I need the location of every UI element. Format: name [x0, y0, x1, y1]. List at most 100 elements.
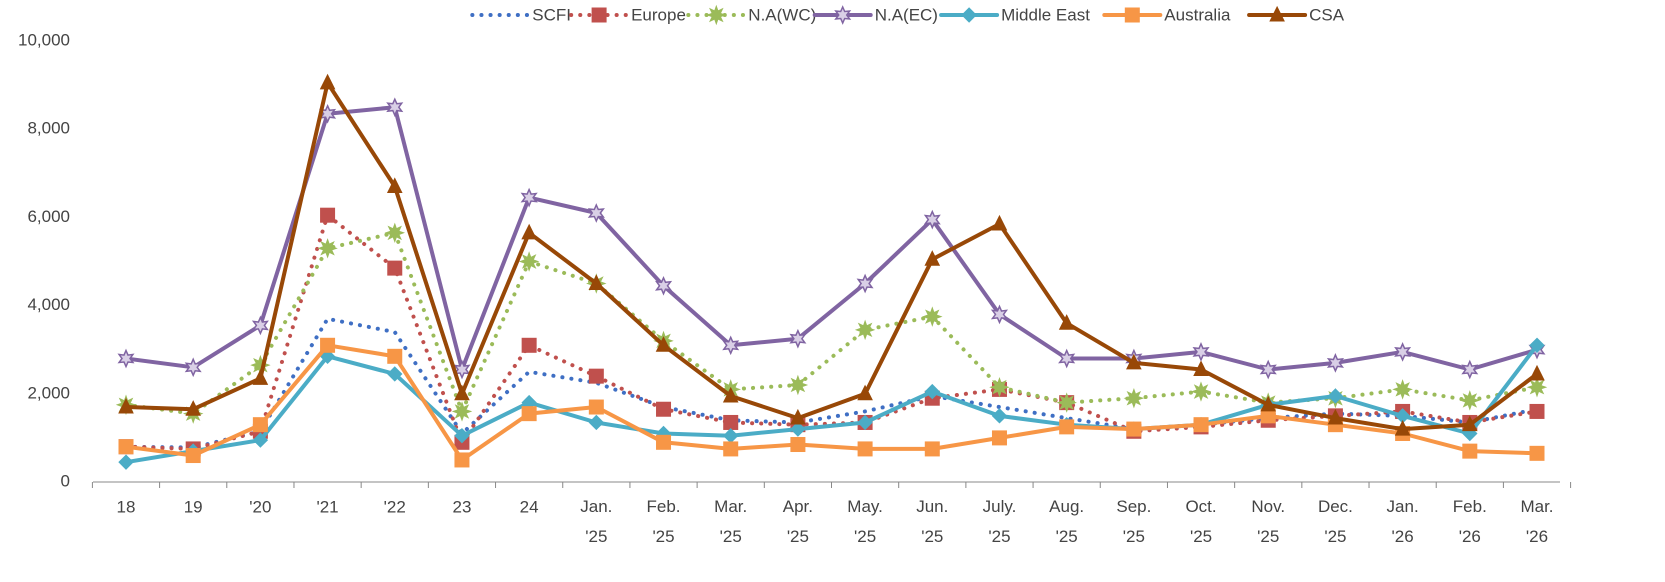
marker	[1462, 443, 1478, 459]
marker	[185, 448, 201, 464]
marker	[1529, 337, 1545, 353]
x-tick-label: Mar. '26	[1520, 497, 1553, 546]
marker	[1124, 7, 1140, 23]
marker	[454, 427, 470, 444]
marker	[655, 336, 672, 352]
marker	[118, 454, 134, 470]
x-tick-label: '21	[316, 497, 338, 516]
marker	[924, 250, 941, 266]
marker	[989, 376, 1010, 398]
x-tick-label: '22	[384, 497, 406, 516]
marker	[1327, 388, 1344, 404]
marker	[317, 238, 338, 259]
marker	[1193, 417, 1209, 433]
marker	[588, 399, 604, 415]
marker	[1459, 390, 1481, 411]
marker	[1529, 403, 1545, 419]
marker	[723, 414, 739, 430]
legend-label: CSA	[1309, 5, 1345, 24]
marker	[1529, 445, 1545, 461]
marker	[790, 437, 806, 453]
y-tick-label: 2,000	[27, 383, 70, 402]
marker	[790, 408, 806, 425]
marker	[1123, 387, 1145, 409]
legend-label: SCFI	[532, 5, 571, 24]
marker	[1461, 359, 1479, 380]
marker	[1260, 395, 1277, 412]
marker	[924, 383, 940, 400]
marker	[386, 177, 403, 194]
marker	[991, 408, 1008, 424]
x-tick-label: Apr. '25	[783, 497, 813, 546]
marker	[857, 414, 873, 431]
marker	[118, 397, 134, 414]
marker	[790, 421, 806, 437]
x-tick-label: Feb. '26	[1453, 497, 1487, 546]
series-line	[124, 343, 1539, 462]
marker	[722, 386, 739, 403]
marker	[1529, 364, 1545, 381]
marker	[319, 73, 336, 90]
x-tick-label: '20	[249, 497, 271, 516]
marker	[706, 4, 727, 26]
marker	[387, 366, 403, 382]
marker	[588, 368, 604, 384]
y-tick-label: 6,000	[27, 207, 70, 226]
x-tick-label: Oct. '25	[1185, 497, 1216, 546]
marker	[1056, 392, 1077, 413]
marker	[118, 439, 134, 455]
legend-label: N.A(WC)	[748, 5, 816, 24]
marker	[587, 203, 605, 223]
legend-label: Middle East	[1001, 5, 1090, 24]
marker	[789, 328, 807, 349]
marker	[252, 417, 268, 433]
x-tick-label: Mar. '25	[714, 497, 747, 546]
marker	[656, 401, 672, 417]
marker	[252, 369, 269, 385]
marker	[1193, 360, 1209, 377]
marker	[654, 275, 673, 296]
marker	[1269, 5, 1285, 22]
marker	[1058, 314, 1075, 330]
series-line	[124, 316, 1539, 450]
marker	[252, 432, 269, 448]
marker	[1394, 419, 1411, 436]
marker	[991, 214, 1008, 231]
marker	[857, 384, 873, 401]
marker	[387, 260, 403, 276]
series-line	[124, 213, 1539, 451]
x-tick-label: 19	[184, 497, 203, 516]
marker	[1190, 381, 1212, 402]
marker	[991, 430, 1007, 446]
marker	[185, 400, 201, 416]
marker	[722, 335, 740, 356]
y-tick-label: 10,000	[18, 30, 70, 49]
x-tick-label: 18	[117, 497, 136, 516]
marker	[387, 348, 403, 364]
marker	[454, 452, 470, 468]
y-tick-label: 0	[61, 471, 70, 490]
x-tick-label: 24	[520, 497, 539, 516]
x-tick-label: Aug. '25	[1049, 497, 1084, 546]
marker	[857, 441, 873, 457]
marker	[320, 207, 336, 223]
x-tick-label: July. '25	[983, 497, 1017, 546]
x-tick-label: Jan. '25	[580, 497, 612, 546]
marker	[923, 209, 941, 230]
marker	[591, 7, 607, 23]
series-line	[124, 105, 1539, 372]
marker	[1059, 419, 1075, 435]
marker	[588, 274, 605, 291]
marker	[386, 97, 404, 118]
marker	[1394, 342, 1412, 362]
legend-label: N.A(EC)	[875, 5, 938, 24]
marker	[1259, 359, 1277, 380]
marker	[1392, 379, 1413, 400]
marker	[834, 5, 852, 25]
marker	[990, 304, 1009, 325]
marker	[961, 7, 977, 23]
marker	[1526, 376, 1548, 398]
marker	[521, 337, 537, 353]
series-line	[124, 80, 1539, 432]
